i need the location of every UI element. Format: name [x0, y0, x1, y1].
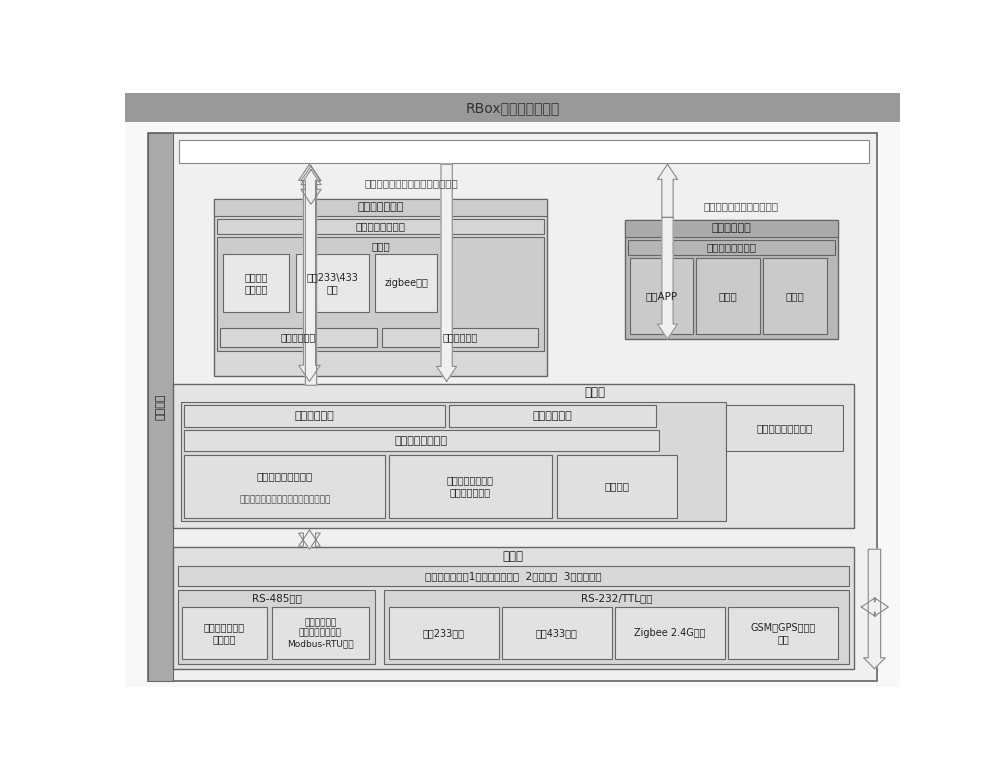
Polygon shape — [861, 598, 888, 616]
Bar — [389, 455, 552, 518]
Bar — [178, 566, 849, 586]
Text: 启示屏: 启示屏 — [786, 291, 805, 301]
Polygon shape — [437, 164, 457, 381]
Text: RBox系统组成结构图: RBox系统组成结构图 — [465, 101, 560, 115]
Text: 业务层: 业务层 — [584, 387, 605, 399]
Bar — [217, 238, 544, 351]
Bar — [181, 402, 726, 521]
Text: 土壤墒情传感器
私有协议: 土壤墒情传感器 私有协议 — [204, 622, 245, 644]
Bar — [214, 199, 547, 376]
Bar — [272, 607, 369, 659]
Bar — [615, 607, 725, 659]
Text: 交互驱动处理接口: 交互驱动处理接口 — [706, 242, 756, 252]
Bar — [125, 93, 900, 122]
Bar — [296, 254, 369, 312]
Text: 协议交互接口: 协议交互接口 — [295, 411, 335, 421]
Text: 日志记录: 日志记录 — [604, 481, 629, 491]
Text: 日志管理: 日志管理 — [156, 394, 166, 420]
Bar — [763, 258, 827, 334]
Bar — [217, 219, 544, 235]
Bar — [214, 199, 547, 216]
Text: 协议解包接口: 协议解包接口 — [442, 333, 477, 343]
Text: 通过驱动层接口，实现传感器数据读写: 通过驱动层接口，实现传感器数据读写 — [239, 496, 330, 504]
Polygon shape — [299, 530, 320, 549]
Bar — [179, 141, 869, 164]
Bar — [178, 590, 375, 664]
Bar — [375, 254, 437, 312]
Text: 无线233\433
协议: 无线233\433 协议 — [306, 273, 358, 294]
Bar — [148, 133, 173, 681]
Bar — [173, 384, 854, 529]
Text: 通信驱动处理接口: 通信驱动处理接口 — [356, 222, 406, 232]
Text: 用户交互接口: 用户交互接口 — [532, 411, 572, 421]
Polygon shape — [657, 218, 678, 339]
Bar — [726, 405, 843, 452]
Polygon shape — [657, 164, 678, 218]
Polygon shape — [301, 170, 321, 385]
Bar — [625, 220, 838, 339]
Bar — [502, 607, 612, 659]
Polygon shape — [301, 166, 321, 205]
Bar — [630, 258, 693, 334]
Text: 传感器数据存储管理: 传感器数据存储管理 — [257, 472, 313, 482]
Text: 节点关系映射表管理: 节点关系映射表管理 — [756, 423, 813, 433]
Bar — [173, 547, 854, 669]
Text: 由驱动提供相应的交互信息: 由驱动提供相应的交互信息 — [704, 201, 779, 212]
Polygon shape — [299, 164, 320, 381]
Bar — [220, 328, 377, 347]
Text: 调用驱动层接口实现数据交互通信: 调用驱动层接口实现数据交互通信 — [365, 178, 459, 188]
Text: 通用操作接口（1、模块参数设置  2、读操作  3、写操作）: 通用操作接口（1、模块参数设置 2、读操作 3、写操作） — [425, 571, 602, 581]
Bar — [728, 607, 838, 659]
Text: 水文、水
资源协议: 水文、水 资源协议 — [245, 273, 268, 294]
Bar — [184, 455, 385, 518]
Text: 地下水传感器
（山东昌润科技）
Modbus-RTU协议: 地下水传感器 （山东昌润科技） Modbus-RTU协议 — [287, 618, 354, 648]
Text: Zigbee 2.4G模块: Zigbee 2.4G模块 — [634, 628, 706, 638]
Bar — [184, 405, 445, 427]
Text: 无线433模块: 无线433模块 — [536, 628, 578, 638]
Bar — [557, 455, 677, 518]
Text: zigbee协议: zigbee协议 — [384, 278, 428, 288]
Text: 手机APP: 手机APP — [645, 291, 677, 301]
Bar — [182, 607, 267, 659]
Text: 无线233模块: 无线233模块 — [423, 628, 465, 638]
Text: 协议库: 协议库 — [371, 241, 390, 251]
Text: 数据通信管理层: 数据通信管理层 — [358, 202, 404, 212]
Text: 数据管理操作接口: 数据管理操作接口 — [395, 435, 448, 445]
Bar — [696, 258, 760, 334]
Bar — [628, 240, 835, 255]
Bar — [384, 590, 849, 664]
Text: RS-485接口: RS-485接口 — [252, 594, 301, 604]
Text: 协议封包接口: 协议封包接口 — [281, 333, 316, 343]
Bar — [184, 430, 659, 452]
Polygon shape — [864, 549, 885, 669]
Text: 驱动层: 驱动层 — [503, 550, 524, 564]
Bar — [382, 328, 538, 347]
Bar — [625, 220, 838, 237]
Bar — [223, 254, 289, 312]
Text: 系统基本参数、运
行参数存储设置: 系统基本参数、运 行参数存储设置 — [447, 476, 494, 497]
Text: 用户交互界面: 用户交互界面 — [712, 223, 751, 233]
Text: GSM、GPS、蓝牙
模块: GSM、GPS、蓝牙 模块 — [750, 622, 816, 644]
Text: 触摸屏: 触摸屏 — [719, 291, 738, 301]
Bar — [388, 607, 499, 659]
Text: RS-232/TTL接口: RS-232/TTL接口 — [581, 594, 652, 604]
Bar — [449, 405, 656, 427]
